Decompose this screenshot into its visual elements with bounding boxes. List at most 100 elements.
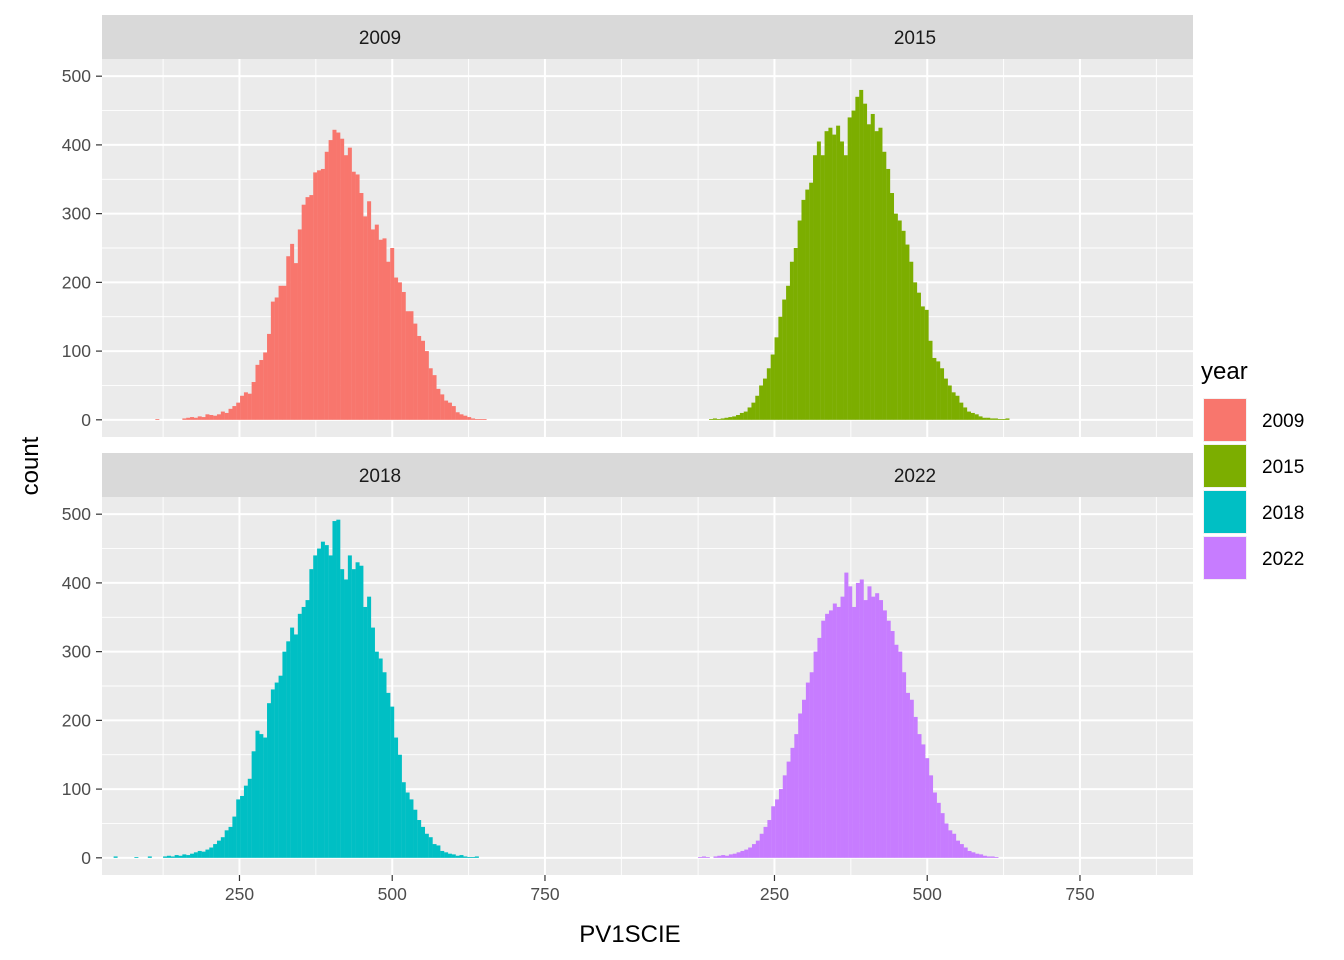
- histogram-bar: [405, 311, 410, 420]
- histogram-bar: [459, 414, 464, 420]
- histogram-bar: [193, 852, 198, 858]
- histogram-bar: [436, 388, 441, 420]
- histogram-bar: [290, 627, 295, 858]
- histogram-bar: [759, 833, 764, 858]
- histogram-bar: [463, 415, 468, 420]
- histogram-bar: [205, 849, 210, 858]
- histogram-bar: [251, 751, 256, 858]
- histogram-bar: [836, 125, 841, 420]
- histogram-bar: [793, 248, 798, 420]
- histogram-bar: [870, 113, 875, 420]
- histogram-bar: [825, 613, 830, 858]
- histogram-bar: [705, 857, 710, 858]
- histogram-bar: [451, 854, 456, 858]
- histogram-bar: [748, 847, 753, 858]
- histogram-bar: [293, 634, 298, 858]
- histogram-bar: [409, 799, 414, 858]
- histogram-bar: [866, 124, 871, 420]
- histogram-bar: [251, 382, 256, 420]
- histogram-bar: [236, 799, 241, 858]
- histogram-bar: [990, 856, 995, 858]
- histogram-bar: [420, 826, 425, 858]
- histogram-bar: [767, 820, 772, 858]
- histogram-bar: [282, 651, 287, 858]
- facet-strip: [102, 453, 658, 497]
- histogram-bar: [324, 151, 329, 420]
- histogram-bar: [932, 357, 937, 420]
- histogram-bar: [328, 140, 333, 420]
- histogram-bar: [966, 411, 971, 420]
- histogram-bar: [201, 851, 206, 858]
- histogram-bar: [805, 682, 810, 858]
- histogram-bar: [424, 833, 429, 858]
- histogram-bar: [940, 368, 945, 420]
- histogram-bar: [447, 853, 452, 858]
- histogram-bar: [270, 301, 275, 420]
- histogram-bar: [267, 703, 272, 858]
- histogram-bar: [255, 730, 260, 858]
- histogram-bar: [955, 395, 960, 420]
- histogram-bar: [905, 244, 910, 420]
- histogram-bar: [921, 744, 926, 858]
- histogram-bar: [305, 197, 310, 420]
- histogram-bar: [859, 579, 864, 858]
- histogram-bar: [351, 569, 356, 858]
- histogram-bar: [698, 857, 703, 858]
- histogram-bar: [405, 792, 410, 858]
- histogram-bar: [390, 706, 395, 858]
- histogram-bar: [713, 856, 718, 858]
- histogram-bar: [879, 600, 884, 858]
- histogram-bar: [317, 548, 322, 858]
- y-tick-label: 300: [62, 642, 91, 662]
- histogram-bar: [274, 297, 279, 420]
- histogram-bar: [243, 392, 248, 420]
- histogram-bar: [174, 855, 179, 858]
- histogram-bar: [990, 418, 995, 420]
- histogram-bar: [932, 792, 937, 858]
- x-axis-title: PV1SCIE: [579, 921, 680, 948]
- histogram-bar: [986, 417, 991, 420]
- histogram-bar: [397, 282, 402, 420]
- histogram-bar: [297, 229, 302, 420]
- histogram-bar: [201, 417, 206, 420]
- histogram-bar: [340, 138, 345, 420]
- y-tick-label: 200: [62, 272, 91, 292]
- histogram-bar: [240, 795, 245, 858]
- histogram-bar: [447, 402, 452, 420]
- histogram-bar: [959, 844, 964, 858]
- legend-label-2009: 2009: [1262, 411, 1304, 432]
- histogram-bar: [278, 285, 283, 420]
- histogram-bar: [293, 263, 298, 420]
- histogram-bar: [336, 132, 341, 420]
- histogram-bar: [894, 644, 899, 858]
- histogram-bar: [944, 823, 949, 858]
- histogram-bar: [313, 172, 318, 420]
- histogram-bar: [347, 147, 352, 420]
- histogram-bar: [305, 600, 310, 858]
- histogram-bars: [698, 572, 999, 858]
- histogram-bar: [828, 127, 833, 420]
- histogram-bar: [717, 855, 722, 858]
- legend-swatch-2018: [1204, 491, 1246, 533]
- facet-strip-label: 2018: [359, 466, 401, 487]
- histogram-bar: [344, 155, 349, 420]
- histogram-bar: [928, 340, 933, 420]
- histogram-bar: [832, 134, 837, 420]
- histogram-bar: [420, 340, 425, 420]
- legend-label-2015: 2015: [1262, 457, 1304, 478]
- histogram-bar: [240, 395, 245, 420]
- histogram-bar: [963, 847, 968, 858]
- histogram-bar: [232, 816, 237, 858]
- histogram-bar: [224, 830, 229, 858]
- histogram-bar: [982, 417, 987, 420]
- x-tick-label: 750: [1065, 884, 1094, 904]
- histogram-bar: [775, 799, 780, 858]
- histogram-bar: [263, 352, 268, 420]
- histogram-bar: [197, 850, 202, 858]
- histogram-bar: [786, 285, 791, 420]
- histogram-bar: [778, 316, 783, 420]
- histogram-bar: [952, 833, 957, 858]
- histogram-bar: [163, 856, 168, 858]
- histogram-bar: [267, 333, 272, 420]
- histogram-bar: [328, 555, 333, 858]
